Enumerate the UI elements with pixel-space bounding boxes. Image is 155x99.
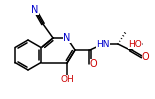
Text: O: O [142,52,150,62]
Text: HO: HO [128,40,142,49]
Text: N: N [63,33,71,43]
Text: O: O [90,59,98,69]
Text: OH: OH [60,76,74,85]
Text: HN: HN [96,40,110,49]
Text: N: N [31,5,39,15]
